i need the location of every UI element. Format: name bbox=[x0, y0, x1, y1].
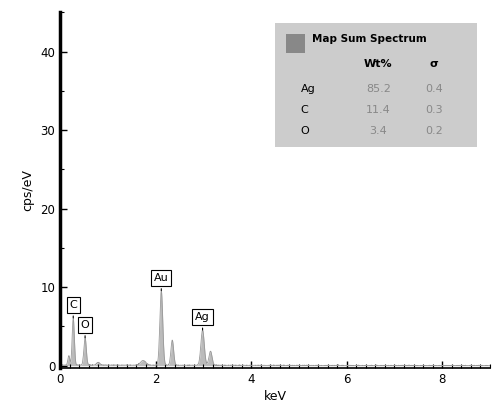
Text: σ: σ bbox=[430, 59, 438, 69]
FancyBboxPatch shape bbox=[286, 34, 305, 53]
Text: 0.3: 0.3 bbox=[426, 105, 443, 115]
X-axis label: keV: keV bbox=[264, 390, 286, 403]
Text: Wt%: Wt% bbox=[364, 59, 392, 69]
Text: O: O bbox=[80, 320, 90, 338]
FancyBboxPatch shape bbox=[275, 23, 477, 148]
Text: 85.2: 85.2 bbox=[366, 84, 390, 94]
Text: C: C bbox=[70, 300, 77, 318]
Text: C: C bbox=[301, 105, 308, 115]
Text: Ag: Ag bbox=[301, 84, 316, 94]
Y-axis label: cps/eV: cps/eV bbox=[22, 169, 35, 211]
Text: 3.4: 3.4 bbox=[370, 126, 387, 137]
Text: 0.2: 0.2 bbox=[425, 126, 443, 137]
Text: 11.4: 11.4 bbox=[366, 105, 390, 115]
Text: 0.4: 0.4 bbox=[425, 84, 443, 94]
Text: Ag: Ag bbox=[195, 312, 210, 330]
Text: O: O bbox=[301, 126, 310, 137]
Text: Map Sum Spectrum: Map Sum Spectrum bbox=[312, 34, 426, 44]
Text: Au: Au bbox=[154, 273, 168, 291]
